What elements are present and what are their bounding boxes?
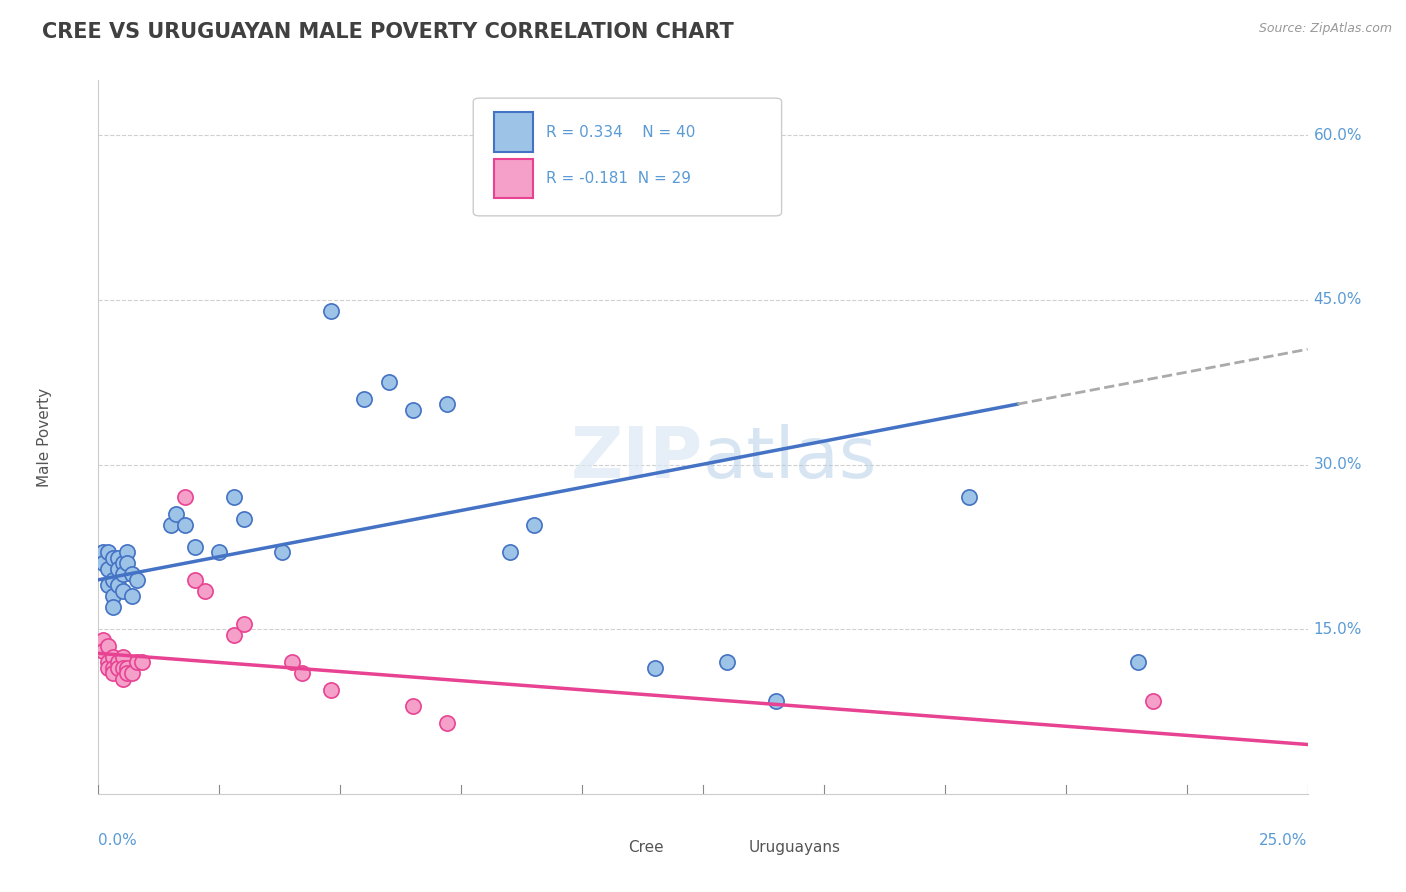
Point xyxy=(436,397,458,411)
Point xyxy=(208,545,231,559)
Point xyxy=(377,375,399,389)
Point xyxy=(402,402,425,417)
Point xyxy=(101,660,124,674)
Point xyxy=(117,545,139,559)
Text: 25.0%: 25.0% xyxy=(1260,833,1308,848)
Point xyxy=(97,639,120,653)
Text: Cree: Cree xyxy=(628,840,664,855)
Point xyxy=(160,517,183,532)
Point xyxy=(101,589,124,603)
Point xyxy=(111,660,134,674)
Point xyxy=(131,655,153,669)
Point xyxy=(222,628,245,642)
Text: CREE VS URUGUAYAN MALE POVERTY CORRELATION CHART: CREE VS URUGUAYAN MALE POVERTY CORRELATI… xyxy=(42,22,734,42)
Point xyxy=(111,567,134,582)
Text: Male Poverty: Male Poverty xyxy=(37,387,52,487)
Point xyxy=(97,655,120,669)
Point xyxy=(184,573,207,587)
Point xyxy=(523,517,546,532)
Point xyxy=(222,491,245,505)
Point xyxy=(121,666,143,681)
Point xyxy=(117,557,139,571)
Point xyxy=(97,660,120,674)
Point xyxy=(121,567,143,582)
FancyBboxPatch shape xyxy=(494,159,533,198)
Point xyxy=(319,682,342,697)
Point xyxy=(97,578,120,592)
Point xyxy=(91,633,114,648)
Point xyxy=(111,649,134,664)
Point xyxy=(1128,655,1150,669)
Point xyxy=(194,583,217,598)
Point xyxy=(436,715,458,730)
Point xyxy=(716,655,738,669)
Point xyxy=(271,545,294,559)
Point xyxy=(1142,693,1164,707)
Point xyxy=(957,491,980,505)
Text: 60.0%: 60.0% xyxy=(1313,128,1362,143)
Point xyxy=(174,491,197,505)
Point xyxy=(290,666,312,681)
Text: 30.0%: 30.0% xyxy=(1313,457,1362,472)
Point xyxy=(121,589,143,603)
FancyBboxPatch shape xyxy=(595,835,621,860)
Point xyxy=(101,649,124,664)
Text: R = 0.334    N = 40: R = 0.334 N = 40 xyxy=(546,125,695,139)
Point xyxy=(281,655,304,669)
Point xyxy=(127,573,149,587)
Point xyxy=(117,660,139,674)
Point xyxy=(174,517,197,532)
Point xyxy=(101,666,124,681)
Point xyxy=(111,672,134,686)
Text: ZIP: ZIP xyxy=(571,424,703,493)
FancyBboxPatch shape xyxy=(494,112,533,152)
FancyBboxPatch shape xyxy=(716,835,742,860)
Point xyxy=(101,573,124,587)
Point xyxy=(107,655,129,669)
Point xyxy=(111,557,134,571)
Point xyxy=(101,550,124,565)
Point xyxy=(101,600,124,615)
Point xyxy=(165,507,187,521)
Text: atlas: atlas xyxy=(703,424,877,493)
Point xyxy=(97,562,120,576)
Point xyxy=(644,660,666,674)
Point xyxy=(184,540,207,554)
Point xyxy=(107,578,129,592)
Point xyxy=(117,666,139,681)
Point xyxy=(91,644,114,658)
Text: 45.0%: 45.0% xyxy=(1313,293,1362,308)
Point xyxy=(97,545,120,559)
Point xyxy=(91,557,114,571)
Text: 0.0%: 0.0% xyxy=(98,833,138,848)
Point xyxy=(402,699,425,714)
Point xyxy=(498,545,520,559)
Point xyxy=(765,693,787,707)
Text: Uruguayans: Uruguayans xyxy=(749,840,841,855)
Point xyxy=(107,660,129,674)
Text: R = -0.181  N = 29: R = -0.181 N = 29 xyxy=(546,171,690,186)
Point xyxy=(91,545,114,559)
Point xyxy=(107,562,129,576)
Text: 15.0%: 15.0% xyxy=(1313,622,1362,637)
Point xyxy=(111,583,134,598)
Point xyxy=(232,616,254,631)
Point xyxy=(107,550,129,565)
Text: Source: ZipAtlas.com: Source: ZipAtlas.com xyxy=(1258,22,1392,36)
Point xyxy=(353,392,375,406)
FancyBboxPatch shape xyxy=(474,98,782,216)
Point xyxy=(232,512,254,526)
Point xyxy=(127,655,149,669)
Point xyxy=(319,303,342,318)
